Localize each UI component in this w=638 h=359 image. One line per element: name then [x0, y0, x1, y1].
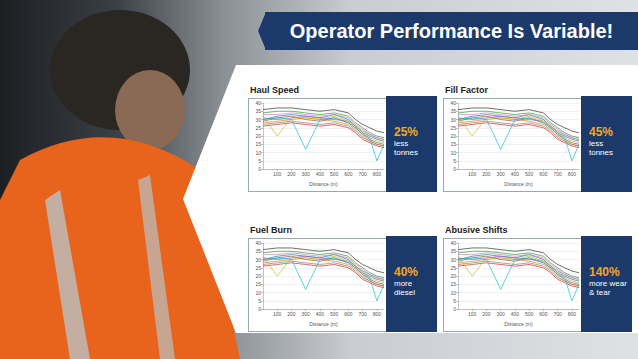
svg-text:Distance (m): Distance (m)	[504, 181, 533, 187]
svg-text:30: 30	[450, 117, 456, 123]
html-text:Haul Speed: Haul Speed	[250, 85, 299, 95]
svg-text:30: 30	[255, 257, 261, 263]
svg-text:600: 600	[344, 171, 353, 177]
svg-text:30: 30	[255, 117, 261, 123]
svg-text:40: 40	[255, 100, 261, 106]
svg-text:20: 20	[450, 273, 456, 279]
svg-text:200: 200	[287, 311, 296, 317]
svg-text:400: 400	[316, 311, 325, 317]
svg-text:0: 0	[258, 306, 261, 312]
svg-text:5: 5	[453, 298, 456, 304]
svg-text:0: 0	[453, 166, 456, 172]
svg-text:700: 700	[358, 311, 367, 317]
svg-text:300: 300	[497, 171, 506, 177]
svg-text:5: 5	[258, 158, 261, 164]
html-text:Operator Performance Is Variab: Operator Performance Is Variable!	[289, 20, 614, 42]
svg-text:800: 800	[568, 311, 577, 317]
svg-text:600: 600	[539, 311, 548, 317]
svg-text:Distance (m): Distance (m)	[504, 321, 533, 327]
html-text:less tonnes: less tonnes	[394, 139, 418, 157]
svg-text:800: 800	[373, 311, 382, 317]
svg-text:40: 40	[450, 240, 456, 246]
svg-text:40: 40	[450, 100, 456, 106]
svg-text:35: 35	[255, 108, 261, 114]
svg-text:10: 10	[450, 150, 456, 156]
svg-text:15: 15	[255, 281, 261, 287]
svg-text:20: 20	[255, 273, 261, 279]
svg-text:400: 400	[511, 311, 520, 317]
svg-text:700: 700	[553, 171, 562, 177]
svg-text:700: 700	[358, 171, 367, 177]
svg-text:400: 400	[316, 171, 325, 177]
svg-text:200: 200	[482, 171, 491, 177]
svg-text:30: 30	[450, 257, 456, 263]
svg-text:20: 20	[255, 133, 261, 139]
svg-text:200: 200	[482, 311, 491, 317]
svg-text:25: 25	[450, 125, 456, 131]
svg-text:20: 20	[450, 133, 456, 139]
svg-text:300: 300	[497, 311, 506, 317]
svg-text:100: 100	[273, 311, 282, 317]
svg-text:10: 10	[255, 290, 261, 296]
html-text:45%: 45%	[589, 125, 613, 139]
svg-text:40: 40	[255, 240, 261, 246]
svg-text:25: 25	[255, 265, 261, 271]
html-text:less tonnes: less tonnes	[589, 139, 613, 157]
svg-text:35: 35	[450, 248, 456, 254]
svg-text:10: 10	[255, 150, 261, 156]
svg-text:200: 200	[287, 171, 296, 177]
svg-text:0: 0	[258, 166, 261, 172]
svg-text:400: 400	[511, 171, 520, 177]
svg-text:5: 5	[453, 158, 456, 164]
svg-text:Distance (m): Distance (m)	[309, 321, 338, 327]
svg-text:15: 15	[450, 281, 456, 287]
svg-text:5: 5	[258, 298, 261, 304]
svg-text:500: 500	[525, 171, 534, 177]
svg-text:100: 100	[468, 311, 477, 317]
svg-text:0: 0	[453, 306, 456, 312]
svg-text:500: 500	[525, 311, 534, 317]
svg-text:100: 100	[273, 171, 282, 177]
svg-text:500: 500	[330, 171, 339, 177]
svg-text:Distance (m): Distance (m)	[309, 181, 338, 187]
html-text:25%: 25%	[394, 125, 418, 139]
svg-text:10: 10	[450, 290, 456, 296]
svg-text:25: 25	[255, 125, 261, 131]
svg-text:600: 600	[344, 311, 353, 317]
html-text:Fill Factor: Fill Factor	[445, 85, 488, 95]
svg-text:600: 600	[539, 171, 548, 177]
html-text:Abusive Shifts: Abusive Shifts	[445, 225, 508, 235]
svg-text:25: 25	[450, 265, 456, 271]
html-text:Fuel Burn: Fuel Burn	[250, 225, 292, 235]
svg-text:800: 800	[373, 171, 382, 177]
svg-text:15: 15	[450, 141, 456, 147]
svg-text:15: 15	[255, 141, 261, 147]
svg-text:300: 300	[302, 311, 311, 317]
svg-text:300: 300	[302, 171, 311, 177]
html-text:140%: 140%	[589, 265, 620, 279]
svg-text:35: 35	[450, 108, 456, 114]
html-text:40%: 40%	[394, 265, 418, 279]
html-text:more diesel: more diesel	[394, 279, 415, 297]
svg-text:500: 500	[330, 311, 339, 317]
html-text:more wear & tear: more wear & tear	[589, 279, 627, 297]
svg-text:700: 700	[553, 311, 562, 317]
svg-text:800: 800	[568, 171, 577, 177]
svg-text:35: 35	[255, 248, 261, 254]
svg-text:100: 100	[468, 171, 477, 177]
